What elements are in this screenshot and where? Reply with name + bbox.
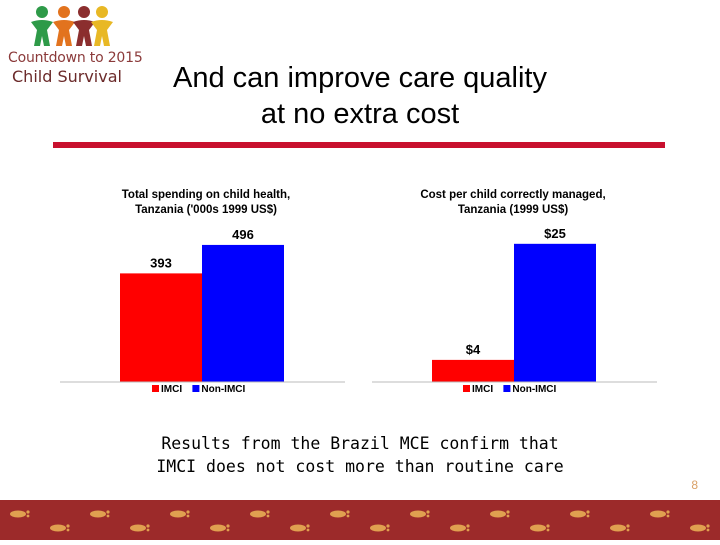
footprint-7 (250, 510, 270, 518)
child-figure-1 (31, 6, 53, 46)
chart-title-line-1: Cost per child correctly managed, (420, 189, 605, 201)
footprint-6 (210, 524, 230, 532)
slide-title: And can improve care quality at no extra… (130, 60, 590, 132)
footprint-11 (410, 510, 430, 518)
legend-swatch-imci (152, 385, 159, 392)
footprints-pattern (10, 510, 710, 532)
chart-title-line-2: Tanzania ('000s 1999 US$) (135, 204, 277, 216)
legend-swatch-imci (463, 385, 470, 392)
footprint-1 (10, 510, 30, 518)
footprint-8 (290, 524, 310, 532)
slide-caption: Results from the Brazil MCE confirm that… (100, 432, 620, 478)
legend-label-imci: IMCI (472, 384, 493, 395)
child-figure-4 (91, 6, 113, 46)
child-figures-icon (31, 6, 113, 46)
chart-total-spending: Total spending on child health, Tanzania … (60, 189, 345, 395)
footprint-2 (50, 524, 70, 532)
bar-non-imci (202, 244, 284, 382)
legend-swatch-non-imci (503, 385, 511, 392)
caption-line1: Results from the Brazil MCE confirm that (161, 434, 559, 453)
data-label-non-imci: $25 (544, 226, 566, 241)
legend-label-non-imci: Non-IMCI (201, 384, 245, 395)
footprint-18 (690, 524, 710, 532)
legend-label-non-imci: Non-IMCI (512, 384, 556, 395)
title-divider (53, 142, 665, 148)
child-figure-3 (73, 6, 95, 46)
chart-title-line-2: Tanzania (1999 US$) (458, 204, 569, 216)
page-number: 8 (691, 478, 698, 492)
footprint-9 (330, 510, 350, 518)
footprint-3 (90, 510, 110, 518)
footprint-15 (570, 510, 590, 518)
footprint-17 (650, 510, 670, 518)
bar-imci (432, 359, 514, 382)
slide-title-line2: at no extra cost (260, 98, 460, 130)
bar-imci (120, 273, 202, 382)
chart-cost-per-child: Cost per child correctly managed, Tanzani… (372, 189, 657, 395)
chart-title-line-1: Total spending on child health, (122, 189, 290, 201)
child-figure-2 (53, 6, 75, 46)
footer-band (0, 500, 720, 540)
data-label-imci: 393 (150, 255, 172, 270)
footprint-13 (490, 510, 510, 518)
logo-text-line1: Countdown to 2015 (8, 50, 143, 66)
data-label-non-imci: 496 (232, 227, 254, 242)
charts-area: Total spending on child health, Tanzania … (60, 189, 657, 395)
footprint-4 (130, 524, 150, 532)
caption-line2: IMCI does not cost more than routine car… (156, 457, 564, 476)
footprint-5 (170, 510, 190, 518)
bar-non-imci (514, 243, 596, 382)
logo-text-line2: Child Survival (12, 67, 122, 86)
legend-label-imci: IMCI (161, 384, 182, 395)
countdown-logo: Countdown to 2015 Child Survival (6, 4, 143, 86)
slide-title-line1: And can improve care quality (173, 62, 547, 94)
footprint-10 (370, 524, 390, 532)
footprint-14 (530, 524, 550, 532)
data-label-imci: $4 (466, 342, 481, 357)
footprint-16 (610, 524, 630, 532)
legend-swatch-non-imci (192, 385, 200, 392)
footprint-12 (450, 524, 470, 532)
